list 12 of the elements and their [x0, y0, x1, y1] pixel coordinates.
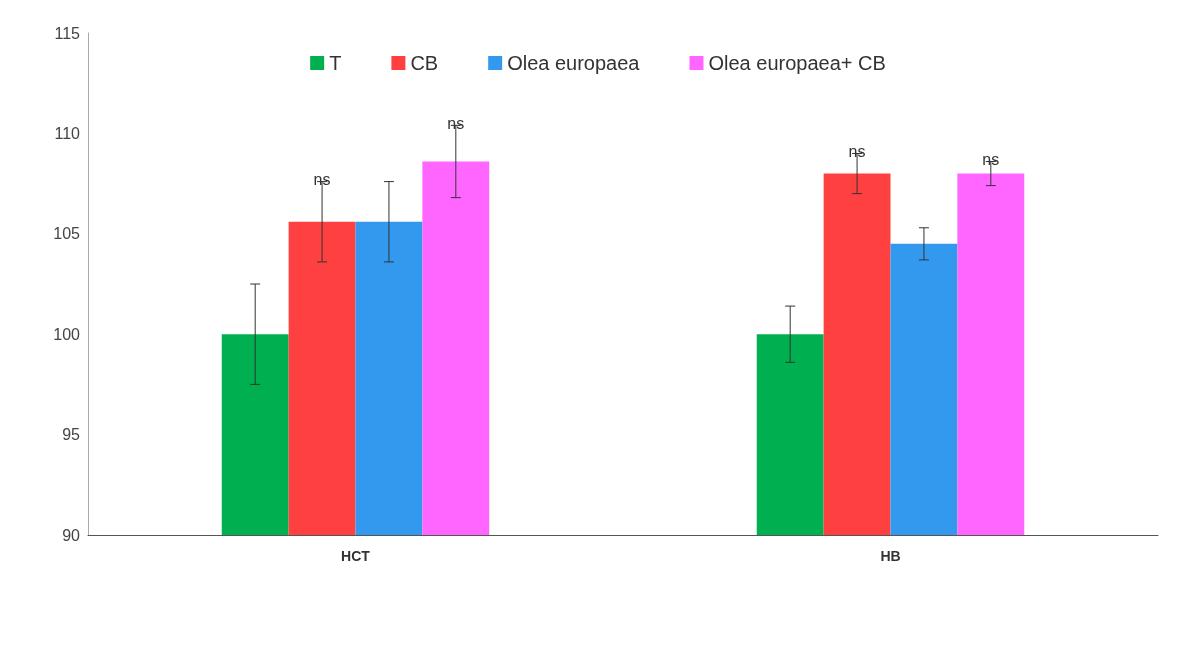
y-tick-label: 105	[53, 225, 81, 243]
y-tick-label: 90	[62, 526, 81, 544]
legend-label: CB	[410, 52, 439, 74]
legend-label: T	[329, 52, 342, 74]
x-tick-label: HB	[880, 548, 901, 564]
y-tick-label: 110	[54, 124, 81, 142]
y-tick-label: 100	[53, 325, 81, 343]
y-tick-label: 115	[54, 24, 81, 42]
legend-label: Olea europaea+ CB	[708, 52, 886, 74]
x-tick-label: HCT	[341, 548, 371, 564]
y-tick-label: 95	[62, 426, 81, 444]
legend-label: Olea europaea	[507, 52, 641, 74]
